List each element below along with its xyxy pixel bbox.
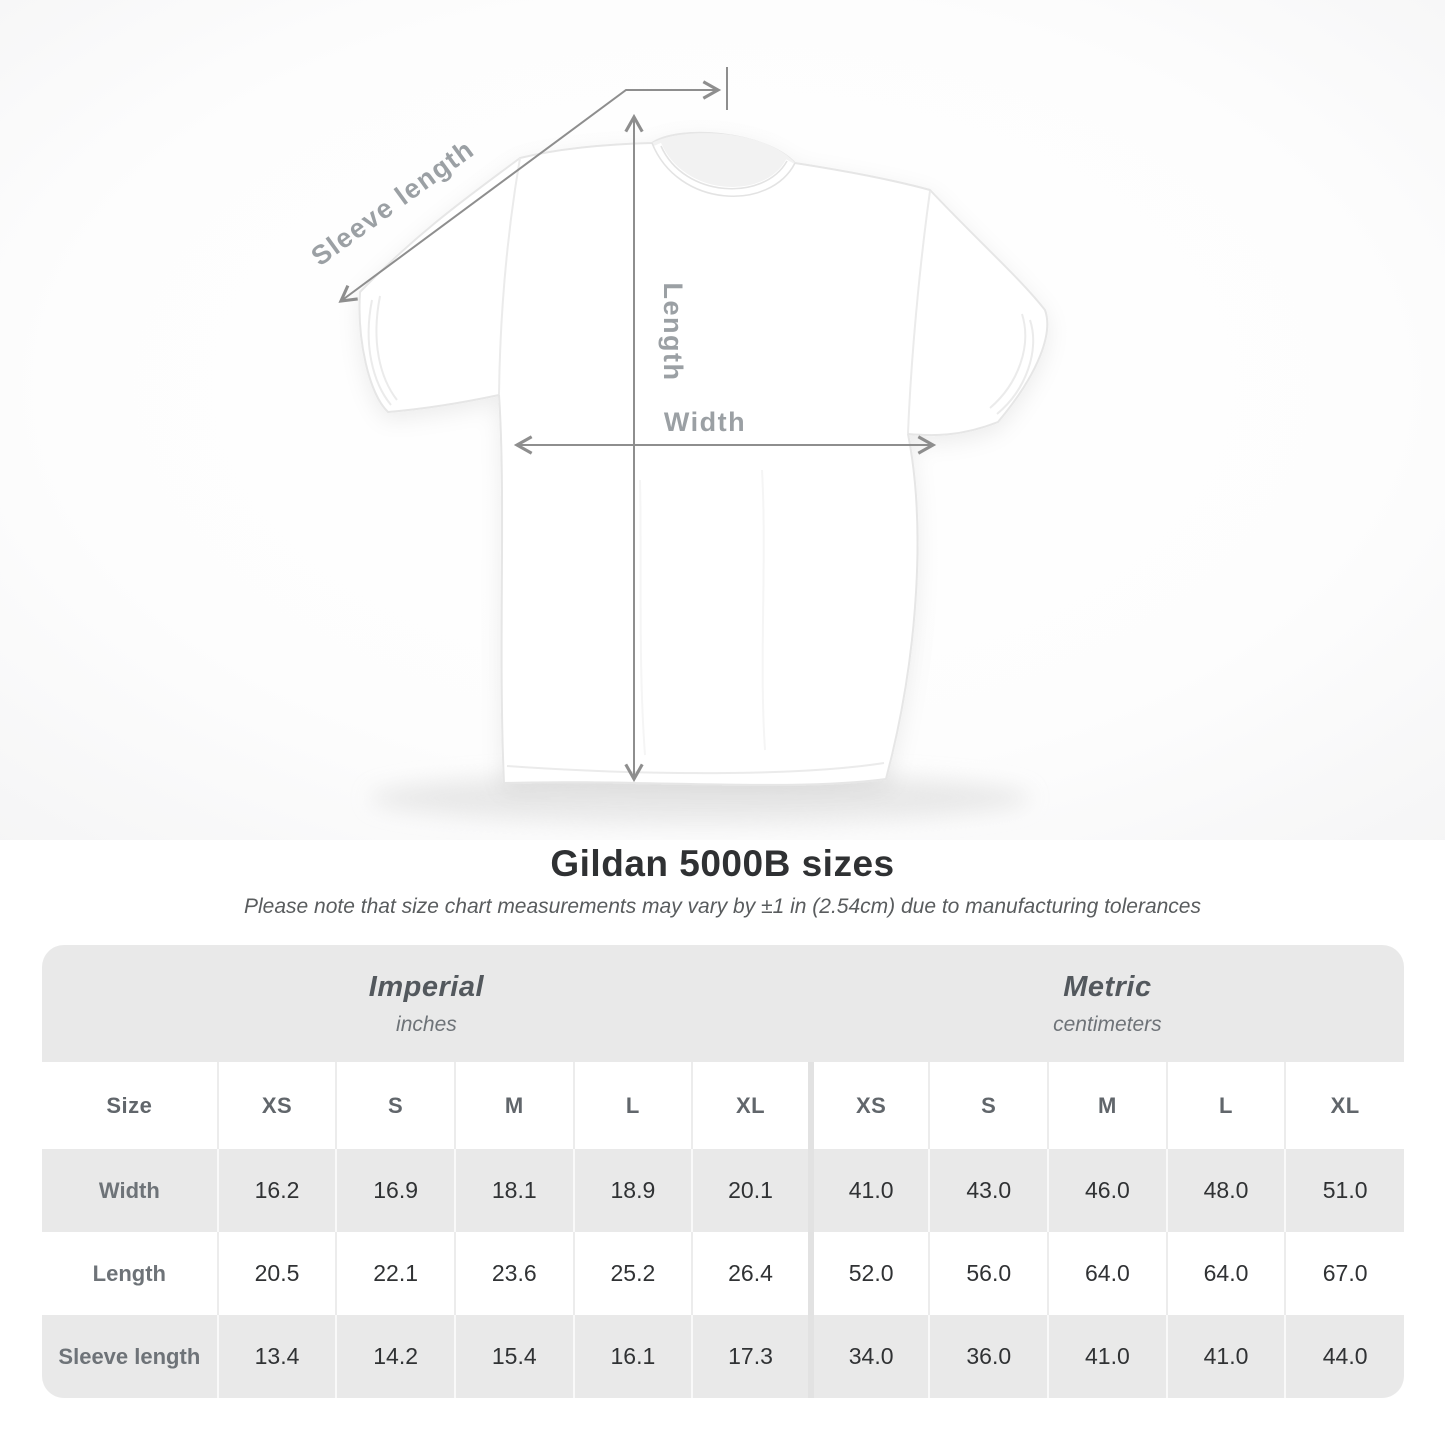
value-width-imperial-l: 18.9 [572,1149,693,1232]
value-length-imperial-xs: 20.5 [216,1232,337,1315]
left-sleeve-hem [367,299,392,406]
size-header-metric-s: S [928,1062,1049,1149]
value-sleeve_length-imperial-xl: 17.3 [691,1315,811,1398]
value-sleeve_length-metric-xs: 34.0 [807,1315,930,1398]
bottom-hem-seam [506,762,885,775]
right-armhole-seam [907,190,931,434]
size-header-imperial-m: M [453,1062,574,1149]
size-header-imperial-s: S [335,1062,455,1149]
value-length-imperial-s: 22.1 [335,1232,455,1315]
value-sleeve_length-metric-xl: 44.0 [1284,1315,1404,1398]
imperial-label: Imperial [368,970,485,1003]
value-sleeve_length-imperial-m: 15.4 [453,1315,574,1398]
fabric-crease-2 [761,469,766,751]
size-column-header: Size [42,1062,218,1149]
value-sleeve_length-metric-l: 41.0 [1165,1315,1286,1398]
value-length-metric-xl: 67.0 [1284,1232,1404,1315]
metric-label: Metric [1063,970,1152,1003]
right-sleeve-hem [996,319,1035,415]
size-header-imperial-l: L [572,1062,693,1149]
length-label: Length [658,283,688,382]
value-width-metric-xs: 41.0 [807,1149,930,1232]
left-sleeve-hem-inner [375,295,398,401]
imperial-section-header: Imperial inches [42,945,811,1062]
value-length-metric-xs: 52.0 [807,1232,930,1315]
width-label: Width [664,407,746,437]
row-label-sleeve_length: Sleeve length [58,1343,201,1369]
size-header-metric-m: M [1047,1062,1167,1149]
units-header-row: Imperial inches Metric centimeters [42,945,1404,1062]
ground-shadow [370,772,1030,824]
value-width-metric-xl: 51.0 [1284,1149,1404,1232]
size-table-container: Imperial inches Metric centimeters Size X… [42,945,1404,1398]
size-header-metric-l: L [1165,1062,1286,1149]
value-sleeve_length-imperial-xs: 13.4 [216,1315,337,1398]
value-width-imperial-xs: 16.2 [216,1149,337,1232]
row-label-length: Length [92,1260,166,1286]
metric-section-header: Metric centimeters [810,945,1404,1062]
value-width-imperial-m: 18.1 [453,1149,574,1232]
measurement-row-sleeve_length: Sleeve length 13.4 14.2 15.4 16.1 17.3 34.0 36.… [42,1315,1404,1398]
value-length-metric-m: 64.0 [1047,1232,1167,1315]
row-label-width: Width [98,1177,160,1203]
sleeve-length-arrow [338,80,722,303]
value-width-metric-m: 46.0 [1047,1149,1167,1232]
value-width-imperial-s: 16.9 [335,1149,455,1232]
value-sleeve_length-imperial-s: 14.2 [335,1315,455,1398]
value-length-metric-l: 64.0 [1165,1232,1286,1315]
value-sleeve_length-imperial-l: 16.1 [572,1315,693,1398]
measurement-row-width: Width 16.2 16.9 18.1 18.9 20.1 41.0 43.0 46.0 48.… [42,1149,1404,1232]
title-block: Gildan 5000B sizes Please note that size… [0,843,1445,919]
value-length-imperial-l: 25.2 [572,1232,693,1315]
value-length-metric-s: 56.0 [928,1232,1049,1315]
measurement-rows: Width 16.2 16.9 18.1 18.9 20.1 41.0 43.0 46.0 48.… [42,1149,1404,1398]
tolerance-note: Please note that size chart measurements… [244,895,1201,918]
size-header-imperial-xl: XL [691,1062,811,1149]
size-header-imperial-xs: XS [216,1062,337,1149]
value-sleeve_length-metric-m: 41.0 [1047,1315,1167,1398]
tshirt-measurement-figure: Sleeve length Length Width [0,0,1445,840]
value-length-imperial-m: 23.6 [453,1232,574,1315]
measurement-row-length: Length 20.5 22.1 23.6 25.2 26.4 52.0 56.0 64.0 64… [42,1232,1404,1315]
value-width-metric-s: 43.0 [928,1149,1049,1232]
metric-unit-label: centimeters [1053,1012,1162,1036]
size-header-metric-xs: XS [807,1062,930,1149]
size-header-metric-xl: XL [1284,1062,1404,1149]
size-table: Imperial inches Metric centimeters Size X… [42,945,1404,1398]
size-header-row: Size XS S M L XL XS S M L XL [42,1062,1404,1149]
value-sleeve_length-metric-s: 36.0 [928,1315,1049,1398]
value-width-metric-l: 48.0 [1165,1149,1286,1232]
right-sleeve-hem-inner [989,313,1027,409]
page-title: Gildan 5000B sizes [550,843,895,884]
value-length-imperial-xl: 26.4 [691,1232,811,1315]
imperial-unit-label: inches [396,1012,457,1036]
value-width-imperial-xl: 20.1 [691,1149,811,1232]
